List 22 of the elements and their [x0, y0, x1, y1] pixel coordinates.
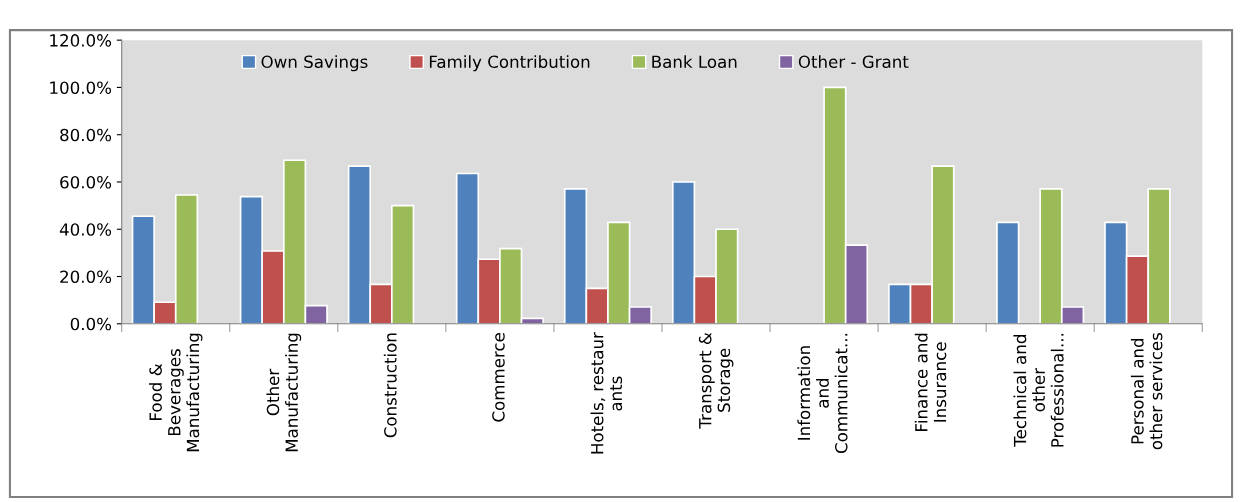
legend-label: Other - Grant — [798, 55, 909, 69]
x-tick-label: Transport & Storage — [698, 332, 734, 429]
legend-label: Family Contribution — [429, 55, 590, 72]
x-tick-label: Finance and Insurance — [914, 333, 947, 431]
y-tick-label: 120.0% — [50, 34, 112, 47]
x-tick-label: Hotels, restaur ants — [590, 332, 623, 454]
y-tick-label: 20.0% — [60, 270, 112, 284]
x-tick-label: Other Manufacturing — [266, 333, 302, 452]
x-tick-label: Construction — [383, 333, 397, 438]
y-tick-label: 0.0% — [70, 317, 112, 331]
y-tick-label: 40.0% — [59, 223, 112, 236]
x-tick-label: Food & Beverages Manufacturing — [149, 333, 203, 452]
y-tick-label: 80.0% — [60, 128, 112, 142]
x-tick-label: Technical and other Professional... — [1013, 333, 1064, 447]
x-tick-label: Commerce — [492, 333, 505, 422]
legend-label: Bank Loan — [652, 55, 737, 69]
x-tick-label: Information and Communicat... — [797, 333, 848, 454]
bar — [996, 221, 1020, 324]
y-tick-label: 100.0% — [50, 81, 112, 94]
legend-label: Own Savings — [261, 55, 368, 72]
x-tick-label: Personal and other services — [1130, 332, 1163, 450]
y-tick-label: 60.0% — [60, 175, 112, 189]
